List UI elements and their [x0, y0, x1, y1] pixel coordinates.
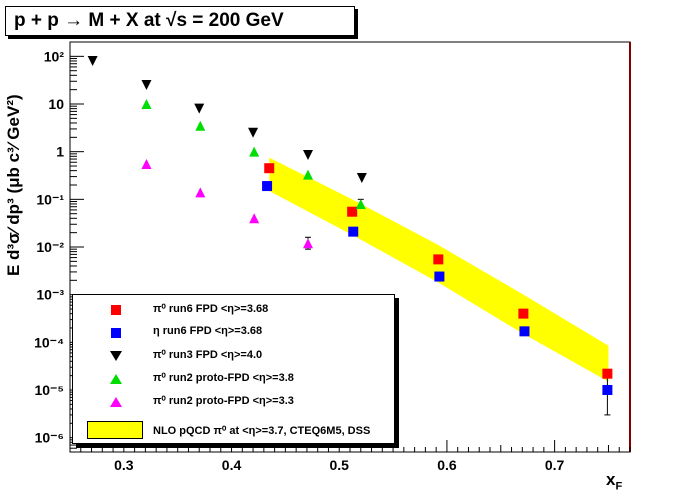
y-tick-label: 10² — [44, 48, 65, 64]
y-tick-label: 10⁻³ — [36, 287, 64, 303]
data-point-triangle-up — [303, 238, 313, 249]
legend-label: η run6 FPD <η>=3.68 — [153, 325, 263, 337]
legend-entry-nlo-band: NLO pQCD π⁰ at <η>=3.7, CTEQ6M5, DSS — [73, 419, 394, 441]
data-point-triangle-down — [194, 103, 205, 114]
x-tick-label: 0.3 — [114, 457, 134, 473]
y-tick-label: 10⁻⁴ — [34, 334, 64, 350]
data-point-square — [519, 326, 530, 337]
data-point-triangle-up — [141, 99, 152, 110]
data-point-triangle-up — [195, 187, 206, 198]
legend-label: π⁰ run2 proto-FPD <η>=3.3 — [153, 395, 294, 407]
legend-label: π⁰ run6 FPD <η>=3.68 — [153, 303, 269, 315]
x-tick-label: 0.7 — [545, 457, 565, 473]
x-axis-label: xF — [606, 470, 622, 492]
data-point-triangle-up — [195, 120, 206, 131]
y-tick-label: 10⁻² — [36, 239, 64, 255]
data-point-triangle-up — [303, 169, 313, 180]
yellow-band-swatch-icon — [87, 421, 143, 439]
legend-entry-pi0-run3: π⁰ run3 FPD <η>=4.0 — [73, 345, 394, 367]
y-tick-label: 10⁻⁶ — [35, 430, 64, 446]
y-axis-label: E d³σ⁄ dp³ (μb c³⁄ GeV²) — [4, 94, 23, 276]
data-point-triangle-down — [141, 80, 152, 91]
data-point-triangle-up — [249, 146, 260, 157]
y-tick-label: 10 — [48, 96, 64, 112]
legend-label: NLO pQCD π⁰ at <η>=3.7, CTEQ6M5, DSS — [153, 425, 371, 437]
blue-square-marker-icon — [111, 328, 121, 338]
data-point-triangle-down — [303, 150, 313, 161]
data-point-triangle-down — [87, 55, 98, 66]
data-point-triangle-down — [356, 173, 367, 184]
legend-entry-pi0-run6: π⁰ run6 FPD <η>=3.68 — [73, 299, 394, 321]
black-triangle-down-marker-icon — [110, 351, 122, 361]
legend-label: π⁰ run3 FPD <η>=4.0 — [153, 349, 263, 361]
data-point-triangle-up — [141, 159, 152, 170]
data-point-square — [262, 181, 273, 192]
data-point-square — [434, 271, 445, 282]
legend-entry-pi0-run2-33: π⁰ run2 proto-FPD <η>=3.3 — [73, 391, 394, 413]
legend-label: π⁰ run2 proto-FPD <η>=3.8 — [153, 372, 294, 384]
magenta-triangle-up-marker-icon — [110, 397, 122, 407]
data-point-square — [348, 226, 359, 237]
data-point-triangle-down — [248, 127, 259, 138]
data-point-square — [347, 206, 358, 217]
y-tick-label: 10⁻¹ — [36, 191, 64, 207]
legend: π⁰ run6 FPD <η>=3.68 η run6 FPD <η>=3.68… — [72, 294, 395, 444]
red-square-marker-icon — [111, 305, 121, 315]
legend-entry-eta-run6: η run6 FPD <η>=3.68 — [73, 322, 394, 344]
x-axis-label-sub: F — [615, 480, 623, 493]
x-axis-label-main: x — [606, 470, 616, 489]
data-point-square — [602, 384, 613, 395]
x-tick-label: 0.5 — [329, 457, 349, 473]
data-point-square — [264, 163, 275, 174]
chart-title: p + p → M + X at √s = 200 GeV — [5, 6, 355, 36]
data-point-triangle-up — [355, 198, 366, 209]
data-point-square — [433, 254, 444, 265]
data-point-triangle-up — [249, 213, 260, 224]
green-triangle-up-marker-icon — [110, 374, 122, 384]
y-tick-label: 10⁻⁵ — [34, 382, 64, 398]
data-point-square — [602, 368, 613, 379]
x-tick-label: 0.6 — [437, 457, 457, 473]
y-tick-label: 1 — [56, 144, 64, 160]
data-point-square — [518, 308, 529, 319]
x-tick-label: 0.4 — [222, 457, 242, 473]
legend-entry-pi0-run2-38: π⁰ run2 proto-FPD <η>=3.8 — [73, 368, 394, 390]
